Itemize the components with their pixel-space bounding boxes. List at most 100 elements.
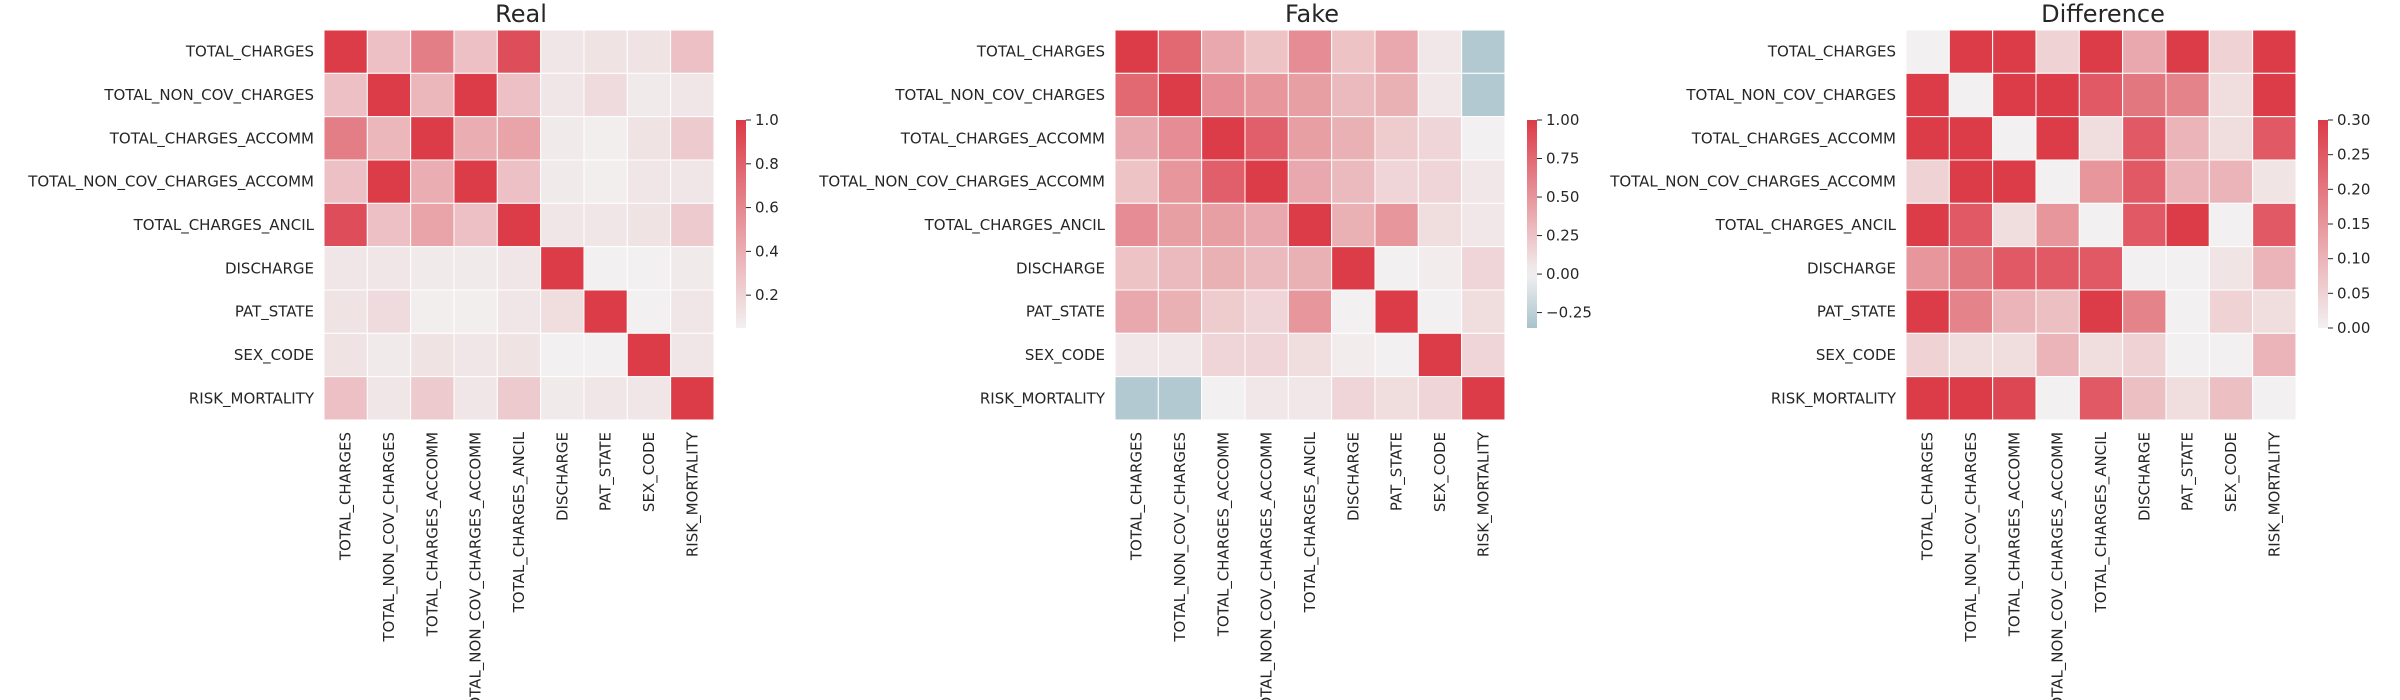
heatmap-cell bbox=[2035, 289, 2080, 334]
heatmap-cell bbox=[1244, 332, 1289, 378]
row-tick-label: DISCHARGE bbox=[1016, 259, 1105, 277]
heatmap-cell bbox=[670, 72, 715, 118]
heatmap-cell bbox=[1331, 72, 1376, 118]
heatmap-cell bbox=[1374, 376, 1419, 421]
heatmap-cell bbox=[1201, 202, 1246, 248]
heatmap-cell bbox=[2078, 289, 2124, 334]
column-tick-label: TOTAL_CHARGES_ACCOMM bbox=[423, 432, 442, 637]
heatmap-cell bbox=[1201, 289, 1246, 334]
panel-title-difference: Difference bbox=[2041, 0, 2165, 28]
heatmap-cell bbox=[1287, 202, 1333, 248]
heatmap-cell bbox=[2208, 72, 2254, 118]
heatmap-cell bbox=[2122, 116, 2167, 161]
colorbar-tick-label: 1.00 bbox=[1546, 111, 1579, 129]
heatmap-cell bbox=[2252, 246, 2297, 291]
heatmap-cell bbox=[1331, 29, 1376, 74]
heatmap-cell bbox=[2078, 202, 2124, 248]
column-tick-label: SEX_CODE bbox=[640, 432, 659, 512]
heatmap-cell bbox=[323, 29, 368, 74]
heatmap-cell bbox=[1948, 116, 1994, 161]
heatmap-cell bbox=[2078, 159, 2124, 204]
heatmap-cell bbox=[626, 246, 672, 291]
heatmap-cell bbox=[540, 289, 585, 334]
heatmap-cell bbox=[2165, 72, 2210, 118]
colorbar-tick-label: 0.15 bbox=[2337, 215, 2370, 233]
heatmap-cell bbox=[1244, 116, 1289, 161]
heatmap-cell bbox=[540, 159, 585, 204]
heatmap-cell bbox=[1374, 116, 1419, 161]
column-tick-label: TOTAL_NON_COV_CHARGES bbox=[380, 432, 399, 643]
column-tick-label: PAT_STATE bbox=[2179, 432, 2198, 511]
column-tick-label: TOTAL_CHARGES_ACCOMM bbox=[2005, 432, 2024, 637]
heatmap-cell bbox=[2035, 159, 2080, 204]
heatmap-cell bbox=[1461, 159, 1506, 204]
heatmap-cell bbox=[1948, 202, 1994, 248]
heatmap-cell bbox=[366, 376, 412, 421]
heatmap-cell bbox=[2035, 332, 2080, 378]
heatmap-cell bbox=[2165, 289, 2210, 334]
colorbar-tick-label: 0.00 bbox=[1546, 265, 1579, 283]
heatmap-cell bbox=[1287, 159, 1333, 204]
column-tick-label: RISK_MORTALITY bbox=[1474, 431, 1493, 557]
heatmap-cell bbox=[1157, 289, 1203, 334]
colorbar-tick-label: 0.05 bbox=[2337, 284, 2370, 302]
row-tick-label: PAT_STATE bbox=[1817, 303, 1896, 322]
heatmap-cell bbox=[2208, 376, 2254, 421]
heatmap-cell bbox=[2208, 29, 2254, 74]
row-tick-label: DISCHARGE bbox=[225, 259, 314, 277]
colorbar-tick-label: 0.25 bbox=[2337, 146, 2370, 164]
row-tick-label: RISK_MORTALITY bbox=[1771, 389, 1897, 408]
colorbar bbox=[2318, 120, 2328, 328]
heatmap-panel-difference: Difference TOTAL_CHARGES TOTAL_NON_COV_CH… bbox=[1609, 0, 2370, 700]
colorbar-tick-label: 0.6 bbox=[755, 199, 779, 217]
heatmap-cell bbox=[1461, 289, 1506, 334]
heatmap-cell bbox=[453, 376, 498, 421]
heatmap-cell bbox=[1157, 72, 1203, 118]
heatmap-cell bbox=[1417, 29, 1463, 74]
heatmap-cell bbox=[540, 332, 585, 378]
heatmap-cell bbox=[626, 29, 672, 74]
column-tick-label: SEX_CODE bbox=[2222, 432, 2241, 512]
heatmap-cell bbox=[1905, 159, 1950, 204]
colorbar-tick-label: 0.00 bbox=[2337, 319, 2370, 337]
row-tick-label: TOTAL_NON_COV_CHARGES bbox=[1685, 86, 1896, 105]
heatmap-cell bbox=[2122, 246, 2167, 291]
heatmap-cell bbox=[366, 72, 412, 118]
heatmap-cell bbox=[1244, 159, 1289, 204]
panel-title-fake: Fake bbox=[1285, 0, 1339, 28]
heatmap-cell bbox=[2208, 159, 2254, 204]
heatmap-cell bbox=[2165, 116, 2210, 161]
heatmap-cell bbox=[2035, 29, 2080, 74]
heatmap-cell bbox=[453, 116, 498, 161]
heatmap-cell bbox=[1244, 202, 1289, 248]
heatmap-cell bbox=[2078, 116, 2124, 161]
heatmap-cell bbox=[1417, 332, 1463, 378]
heatmap-cell bbox=[1417, 72, 1463, 118]
column-tick-label: PAT_STATE bbox=[1388, 432, 1407, 511]
heatmap-cell bbox=[1287, 246, 1333, 291]
heatmap-cell bbox=[453, 202, 498, 248]
heatmap-cell bbox=[1331, 159, 1376, 204]
heatmap-cell bbox=[1905, 29, 1950, 74]
heatmap-cell bbox=[410, 289, 455, 334]
heatmap-cell bbox=[1244, 246, 1289, 291]
colorbar-tick-label: 0.10 bbox=[2337, 250, 2370, 268]
heatmap-cell bbox=[1114, 289, 1159, 334]
heatmap-cell bbox=[366, 29, 412, 74]
heatmap-cell bbox=[1992, 72, 2037, 118]
heatmap-cell bbox=[1157, 332, 1203, 378]
heatmap-cell bbox=[2252, 376, 2297, 421]
heatmap-cell bbox=[410, 116, 455, 161]
heatmap-cell bbox=[1461, 332, 1506, 378]
heatmap-cell bbox=[2122, 376, 2167, 421]
column-tick-label: TOTAL_CHARGES_ANCIL bbox=[510, 431, 529, 613]
column-tick-label: PAT_STATE bbox=[597, 432, 616, 511]
heatmap-cell bbox=[670, 159, 715, 204]
heatmap-cell bbox=[1374, 246, 1419, 291]
heatmap-cell bbox=[2252, 72, 2297, 118]
heatmap-cell bbox=[1331, 246, 1376, 291]
row-tick-label: TOTAL_CHARGES bbox=[185, 43, 314, 62]
row-tick-label: SEX_CODE bbox=[1025, 346, 1105, 365]
heatmap-cell bbox=[1374, 72, 1419, 118]
